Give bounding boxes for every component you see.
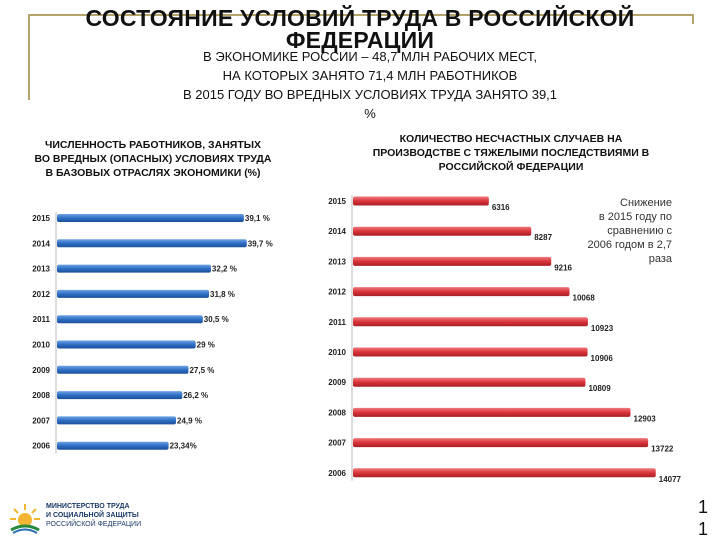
chart-1-bar [353, 317, 588, 327]
chart-0-value-label: 31,8 % [210, 290, 235, 299]
chart-1-value-label: 12903 [634, 414, 657, 423]
left-heading-line3: В БАЗОВЫХ ОТРАСЛЯХ ЭКОНОМИКИ (%) [45, 167, 261, 179]
chart-0-value-label: 26,2 % [183, 391, 208, 400]
chart-0-year-label: 2009 [32, 366, 50, 375]
chart-0-value-label: 23,34% [170, 442, 197, 451]
chart-0-bar [57, 340, 196, 349]
note-line4: 2006 годом в 2,7 [587, 239, 672, 251]
slide-title: СОСТОЯНИЕ УСЛОВИЙ ТРУДА В РОССИЙСКОЙ ФЕД… [40, 4, 680, 54]
frame-top-line [28, 14, 694, 16]
right-heading-line1: КОЛИЧЕСТВО НЕСЧАСТНЫХ СЛУЧАЕВ НА [399, 133, 623, 145]
chart-1-value-label: 13722 [651, 445, 674, 454]
slide-title-line2: ФЕДЕРАЦИИ [285, 27, 435, 53]
chart-1-bar [353, 468, 656, 478]
chart-1-value-label: 14077 [659, 475, 682, 484]
subtitle-line4: % [364, 106, 376, 121]
chart-0-year-label: 2012 [32, 290, 50, 299]
chart-1-value-label: 10923 [591, 324, 614, 333]
chart-0-year-label: 2013 [32, 265, 50, 274]
chart-0-bar [57, 289, 210, 298]
slide-subtitle: В ЭКОНОМИКЕ РОССИИ – 48,7 МЛН РАБОЧИХ МЕ… [120, 47, 620, 123]
chart-0-year-label: 2006 [32, 442, 50, 451]
note-line3: сравнению с [607, 225, 672, 237]
chart-0-value-label: 32,2 % [212, 265, 237, 274]
chart-1-bar [353, 407, 631, 417]
chart-1-year-label: 2009 [328, 378, 346, 387]
chart-1-value-label: 10906 [591, 354, 614, 363]
page-number: 1 1 [688, 496, 708, 540]
left-heading-line1: ЧИСЛЕННОСТЬ РАБОТНИКОВ, ЗАНЯТЫХ [44, 139, 262, 151]
chart-1-year-label: 2010 [328, 348, 346, 357]
chart-1-bar [353, 196, 489, 206]
chart-0-value-label: 39,1 % [245, 214, 270, 223]
chart-1-year-label: 2008 [328, 408, 346, 417]
chart-1-value-label: 6316 [492, 203, 510, 212]
chart-1-bar [353, 377, 586, 387]
page-number-line1: 1 [697, 497, 708, 517]
subtitle-line2: НА КОТОРЫХ ЗАНЯТО 71,4 МЛН РАБОТНИКОВ [222, 68, 518, 83]
chart-0-bar [57, 365, 189, 374]
note-line1: Снижение [620, 197, 672, 209]
chart-1-year-label: 2013 [328, 257, 346, 266]
ministry-emblem-icon [10, 504, 40, 534]
chart-1-value-label: 10809 [588, 384, 611, 393]
ministry-name: МИНИСТЕРСТВО ТРУДА И СОЦИАЛЬНОЙ ЗАЩИТЫ Р… [46, 502, 141, 529]
chart-1-bar [353, 226, 532, 236]
logo-line2: И СОЦИАЛЬНОЙ ЗАЩИТЫ [46, 512, 139, 519]
chart-1-bar [353, 256, 552, 266]
chart-0-year-label: 2011 [33, 315, 51, 324]
chart-1-bar [353, 438, 649, 448]
chart-0-value-label: 27,5 % [189, 366, 214, 375]
note-line2: в 2015 году по [598, 211, 672, 223]
chart-0-value-label: 39,7 % [248, 239, 273, 248]
frame-right-line [692, 14, 694, 24]
chart-1-value-label: 10068 [573, 294, 596, 303]
chart-0-bar [57, 239, 247, 248]
subtitle-line3: В 2015 ГОДУ ВО ВРЕДНЫХ УСЛОВИЯХ ТРУДА ЗА… [182, 87, 558, 102]
chart-0-value-label: 29 % [197, 341, 215, 350]
chart-1-year-label: 2006 [328, 469, 346, 478]
chart-0-bar [57, 214, 244, 222]
chart-0-bar [57, 264, 211, 273]
chart-0-year-label: 2014 [32, 239, 50, 248]
chart-0-bar [57, 441, 169, 450]
page-number-line2: 1 [697, 519, 708, 539]
logo-line1: МИНИСТЕРСТВО ТРУДА [46, 503, 130, 510]
chart-1-value-label: 9216 [554, 263, 572, 272]
logo-line3: РОССИЙСКОЙ ФЕДЕРАЦИИ [46, 521, 142, 528]
right-heading-line2: ПРОИЗВОДСТВЕ С ТЯЖЕЛЫМИ ПОСЛЕДСТВИЯМИ В [372, 147, 650, 159]
right-heading-line3: РОССИЙСКОЙ ФЕДЕРАЦИИ [438, 161, 584, 173]
reduction-note: Снижение в 2015 году по сравнению с 2006… [560, 196, 672, 266]
chart-1-year-label: 2012 [328, 288, 346, 297]
ministry-logo: МИНИСТЕРСТВО ТРУДА И СОЦИАЛЬНОЙ ЗАЩИТЫ Р… [8, 500, 158, 536]
chart-0-value-label: 30,5 % [204, 315, 229, 324]
right-chart-heading: КОЛИЧЕСТВО НЕСЧАСТНЫХ СЛУЧАЕВ НА ПРОИЗВО… [350, 132, 672, 174]
chart-0-bar [57, 391, 183, 400]
chart-0-bar [57, 416, 177, 425]
note-line5: раза [648, 253, 672, 265]
chart-1-value-label: 8287 [534, 233, 552, 242]
chart-1-year-label: 2014 [328, 227, 346, 236]
chart-0-year-label: 2015 [32, 214, 50, 223]
chart-1-year-label: 2011 [329, 318, 347, 327]
chart-1-bar [353, 347, 588, 357]
chart-1-year-label: 2007 [328, 439, 346, 448]
chart-0-year-label: 2007 [32, 416, 50, 425]
frame-left-line [28, 14, 30, 100]
chart-0-year-label: 2008 [32, 391, 50, 400]
left-heading-line2: ВО ВРЕДНЫХ (ОПАСНЫХ) УСЛОВИЯХ ТРУДА [34, 153, 272, 165]
slide-title-line1: СОСТОЯНИЕ УСЛОВИЙ ТРУДА В РОССИЙСКОЙ [85, 5, 635, 31]
chart-0-bar [57, 315, 203, 324]
subtitle-line1: В ЭКОНОМИКЕ РОССИИ – 48,7 МЛН РАБОЧИХ МЕ… [203, 49, 537, 64]
chart-1-bar [353, 287, 570, 297]
chart-0-year-label: 2010 [32, 341, 50, 350]
chart-1-year-label: 2015 [328, 197, 346, 206]
right-bar-chart: 2015 6316 2014 8287 2013 9216 2012 10068 2011 109… [328, 195, 682, 484]
chart-0-value-label: 24,9 % [177, 416, 202, 425]
left-bar-chart: 2015 39,1 % 2014 39,7 % 2013 32,2 % 2012 31,8 %… [32, 212, 273, 454]
left-chart-heading: ЧИСЛЕННОСТЬ РАБОТНИКОВ, ЗАНЯТЫХ ВО ВРЕДН… [8, 138, 298, 180]
